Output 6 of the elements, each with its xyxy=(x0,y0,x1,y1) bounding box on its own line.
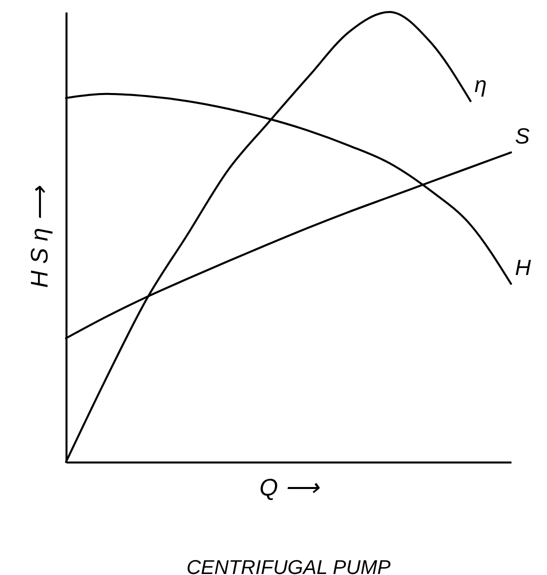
y-axis-title: H S η ⟶ xyxy=(26,185,54,288)
series-label: H xyxy=(515,254,531,280)
x-axis-title: Q ⟶ xyxy=(259,474,321,502)
series-label: S xyxy=(515,123,530,148)
text: CENTRIFUGAL PUMP xyxy=(186,557,392,575)
series-label: η xyxy=(474,72,487,98)
